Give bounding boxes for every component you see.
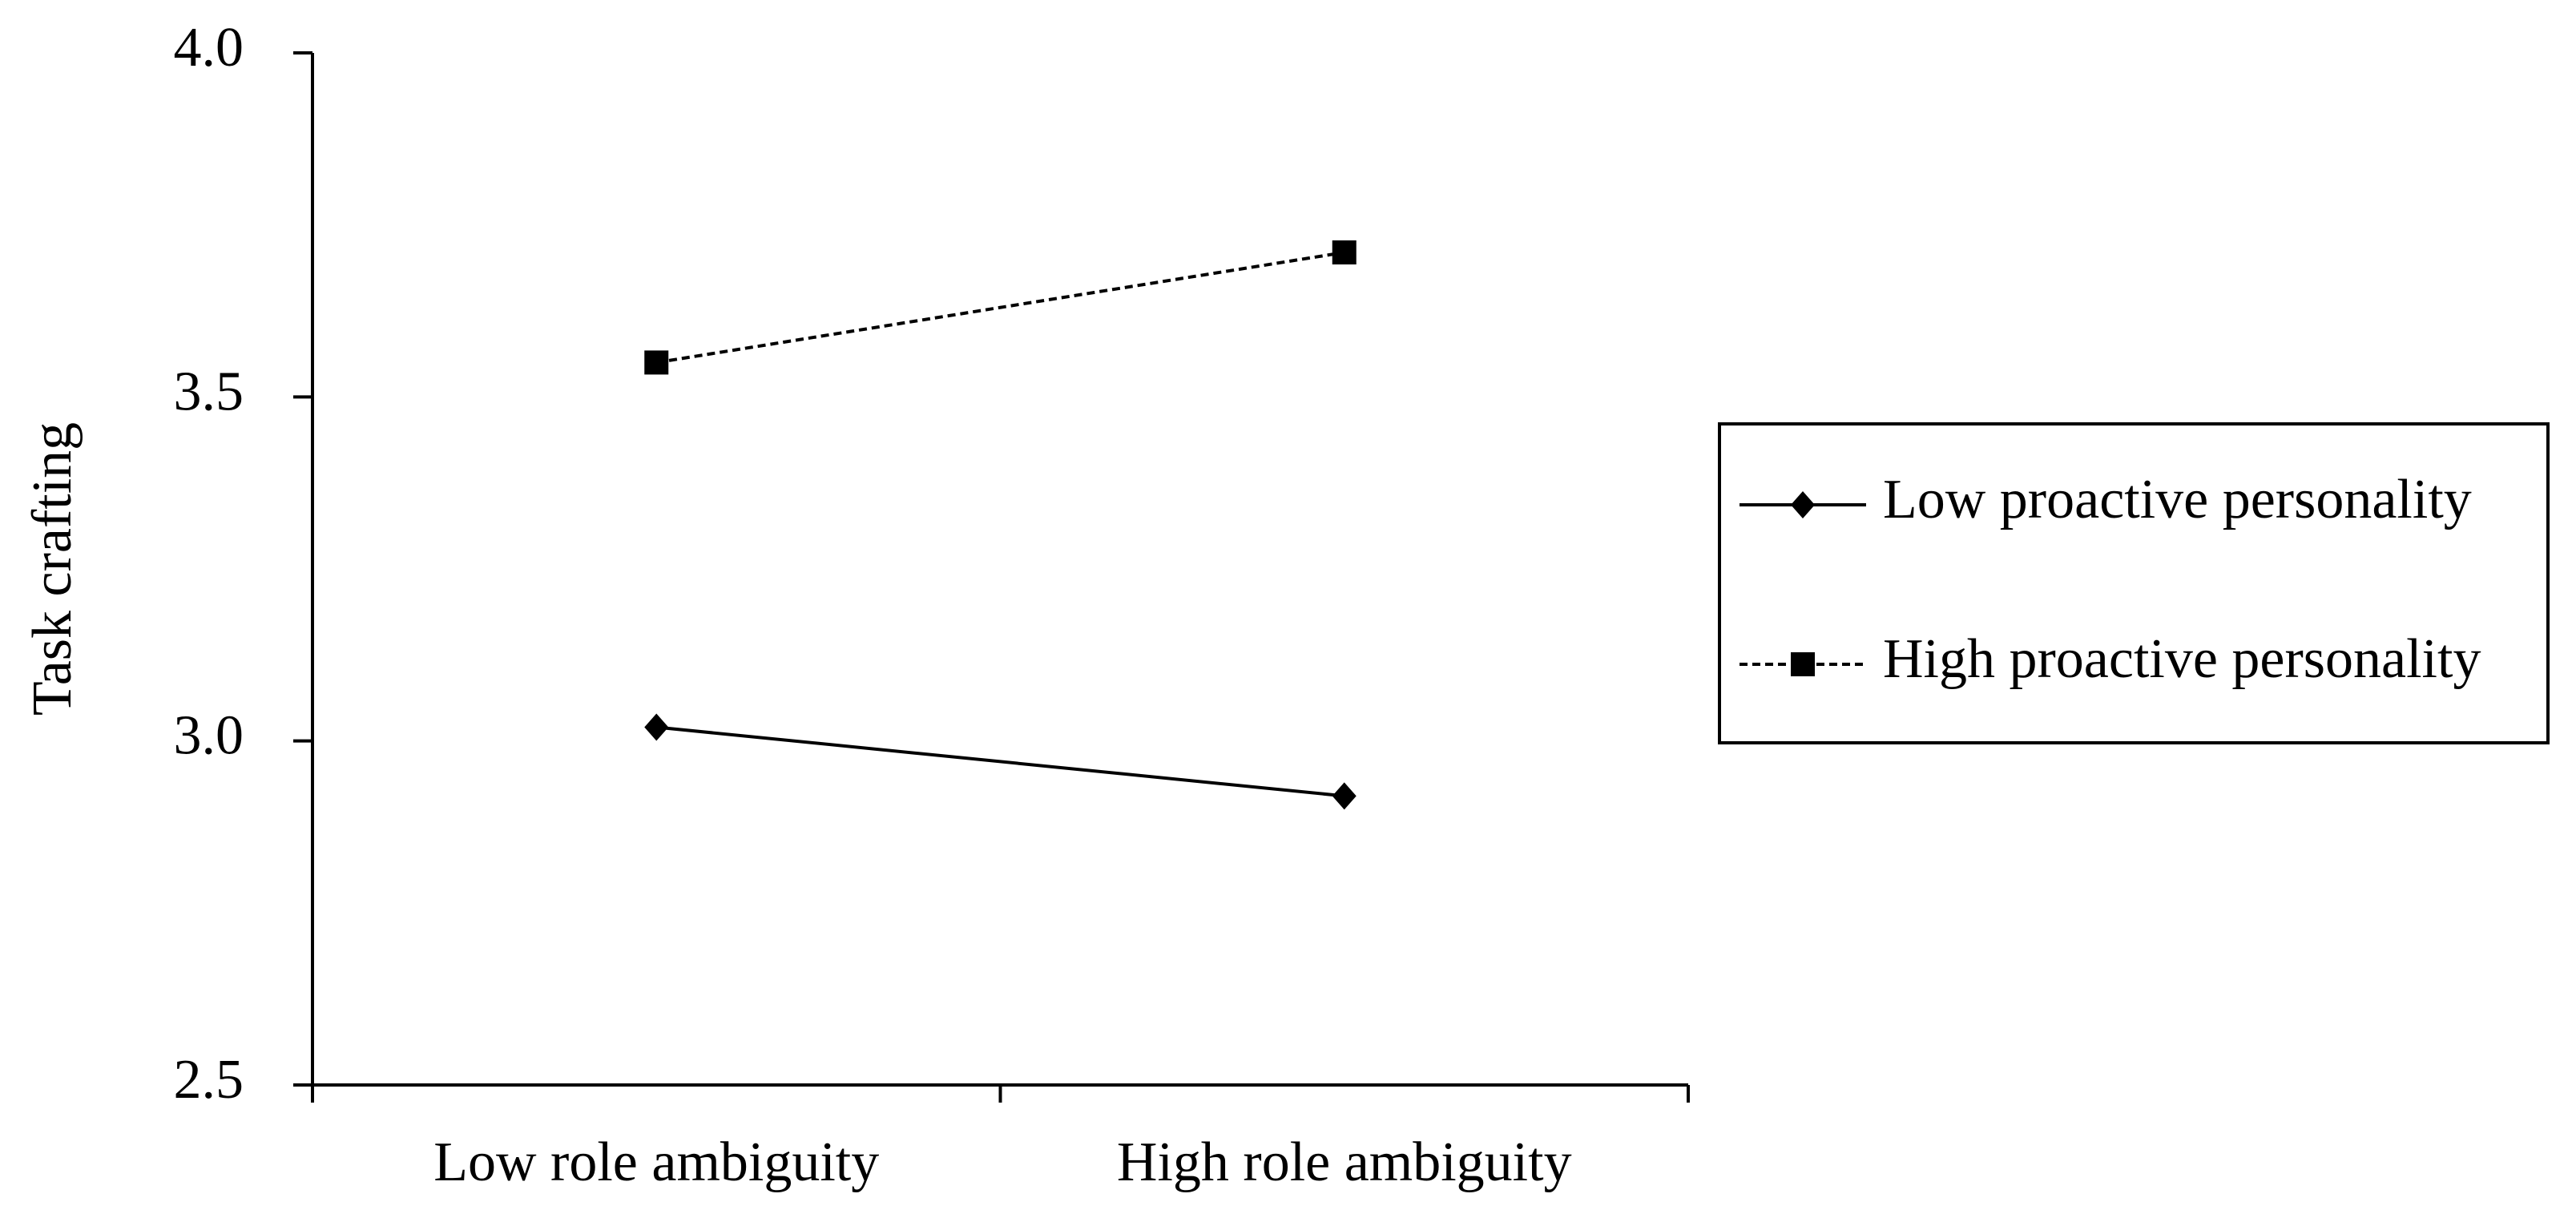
series-line <box>655 251 1345 365</box>
y-axis-label: Task crafting <box>22 422 83 716</box>
y-tick-label: 3.0 <box>174 705 244 767</box>
legend-box <box>1718 422 2550 744</box>
series-line <box>656 725 1344 798</box>
legend-marker <box>1791 652 1815 676</box>
legend-marker <box>1791 491 1815 518</box>
marker <box>1332 240 1357 265</box>
x-tick-label: Low role ambiguity <box>433 1131 879 1193</box>
y-tick-label: 4.0 <box>174 17 244 79</box>
legend-label: Low proactive personality <box>1883 469 2472 530</box>
marker <box>644 713 669 741</box>
marker <box>644 350 669 375</box>
x-tick-label: High role ambiguity <box>1117 1131 1572 1193</box>
marker <box>1332 782 1357 810</box>
legend-label: High proactive personality <box>1883 628 2481 690</box>
y-tick-label: 2.5 <box>174 1049 244 1111</box>
y-tick-label: 3.5 <box>174 361 244 422</box>
